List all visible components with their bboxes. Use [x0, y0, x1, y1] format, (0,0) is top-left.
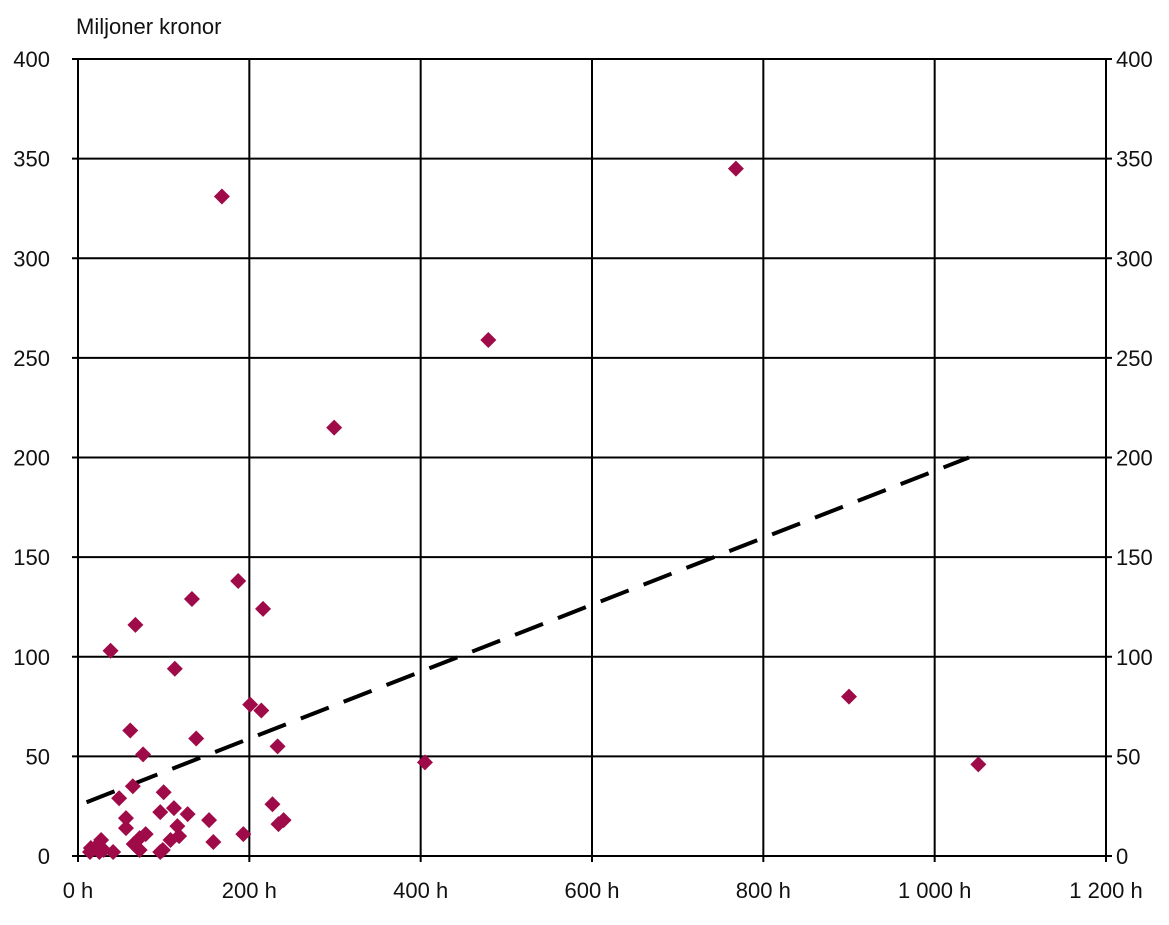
data-point-marker: [169, 818, 186, 835]
x-tick-label: 1 000 h: [898, 878, 971, 903]
x-tick-label: 0 h: [63, 878, 94, 903]
grid-lines: [72, 58, 1112, 862]
data-point-marker: [117, 820, 134, 837]
data-point-marker: [152, 804, 169, 821]
data-point-marker: [135, 746, 152, 763]
data-point-marker: [81, 844, 98, 861]
data-point-marker: [122, 722, 139, 739]
data-point-marker: [165, 800, 182, 817]
x-tick-labels: 0 h 200 h 400 h 600 h 800 h 1 000 h 1 200 h: [63, 878, 1143, 903]
trend-line-group: [85, 455, 970, 805]
data-point-marker: [269, 738, 286, 755]
data-point-marker: [255, 600, 272, 617]
data-point-marker: [111, 790, 128, 807]
y-tick-label-right: 300: [1116, 246, 1153, 271]
y-tick-label-left: 100: [13, 645, 50, 670]
y-tick-label-right: 250: [1116, 346, 1153, 371]
y-tick-label-left: 400: [13, 47, 50, 72]
x-tick-label: 1 200 h: [1069, 878, 1142, 903]
data-point-marker: [155, 784, 172, 801]
data-point-marker: [230, 573, 247, 590]
data-point-marker: [970, 756, 987, 773]
data-point-marker: [205, 834, 222, 851]
x-tick-label: 600 h: [564, 878, 619, 903]
data-point-marker: [480, 331, 497, 348]
data-point-marker: [242, 696, 259, 713]
data-point-marker: [235, 826, 252, 843]
y-tick-label-right: 100: [1116, 645, 1153, 670]
y-tick-label-left: 0: [38, 844, 50, 869]
data-point-marker: [264, 796, 281, 813]
data-point-marker: [270, 816, 287, 833]
data-point-marker: [179, 806, 196, 823]
data-point-marker: [124, 778, 141, 795]
data-point-marker: [253, 702, 270, 719]
data-point-marker: [326, 419, 343, 436]
y-tick-label-right: 200: [1116, 446, 1153, 471]
y-tick-label-left: 50: [26, 744, 50, 769]
data-point-marker: [154, 842, 171, 859]
y-tick-label-left: 250: [13, 346, 50, 371]
data-point-marker: [213, 188, 230, 205]
y-tick-label-right: 350: [1116, 147, 1153, 172]
x-tick-label: 200 h: [222, 878, 277, 903]
y-tick-labels-right: 0 50 100 150 200 250 300 350 400: [1116, 47, 1153, 869]
y-tick-label-right: 0: [1116, 844, 1128, 869]
data-points: [81, 160, 987, 861]
data-point-marker: [183, 590, 200, 607]
data-point-marker: [162, 832, 179, 849]
y-tick-label-left: 200: [13, 446, 50, 471]
data-point-marker: [131, 842, 148, 859]
data-point-marker: [727, 160, 744, 177]
x-tick-label: 800 h: [736, 878, 791, 903]
y-tick-label-right: 150: [1116, 545, 1153, 570]
data-point-marker: [117, 810, 134, 827]
data-point-marker: [105, 844, 122, 861]
plot-frame: [77, 58, 1107, 857]
y-tick-labels-left: 0 50 100 150 200 250 300 350 400: [13, 47, 50, 869]
y-tick-label-left: 350: [13, 147, 50, 172]
data-point-marker: [91, 844, 108, 861]
data-point-marker: [102, 642, 119, 659]
trend-line: [85, 455, 970, 805]
y-tick-label-left: 150: [13, 545, 50, 570]
data-point-marker: [166, 660, 183, 677]
y-tick-label-left: 300: [13, 246, 50, 271]
y-tick-label-right: 400: [1116, 47, 1153, 72]
y-axis-unit-label: Miljoner kronor: [76, 14, 222, 39]
x-tick-label: 400 h: [393, 878, 448, 903]
y-tick-label-right: 50: [1116, 744, 1140, 769]
data-point-marker: [416, 754, 433, 771]
data-point-marker: [127, 616, 144, 633]
data-point-marker: [188, 730, 205, 747]
data-point-marker: [201, 812, 218, 829]
data-point-marker: [841, 688, 857, 705]
